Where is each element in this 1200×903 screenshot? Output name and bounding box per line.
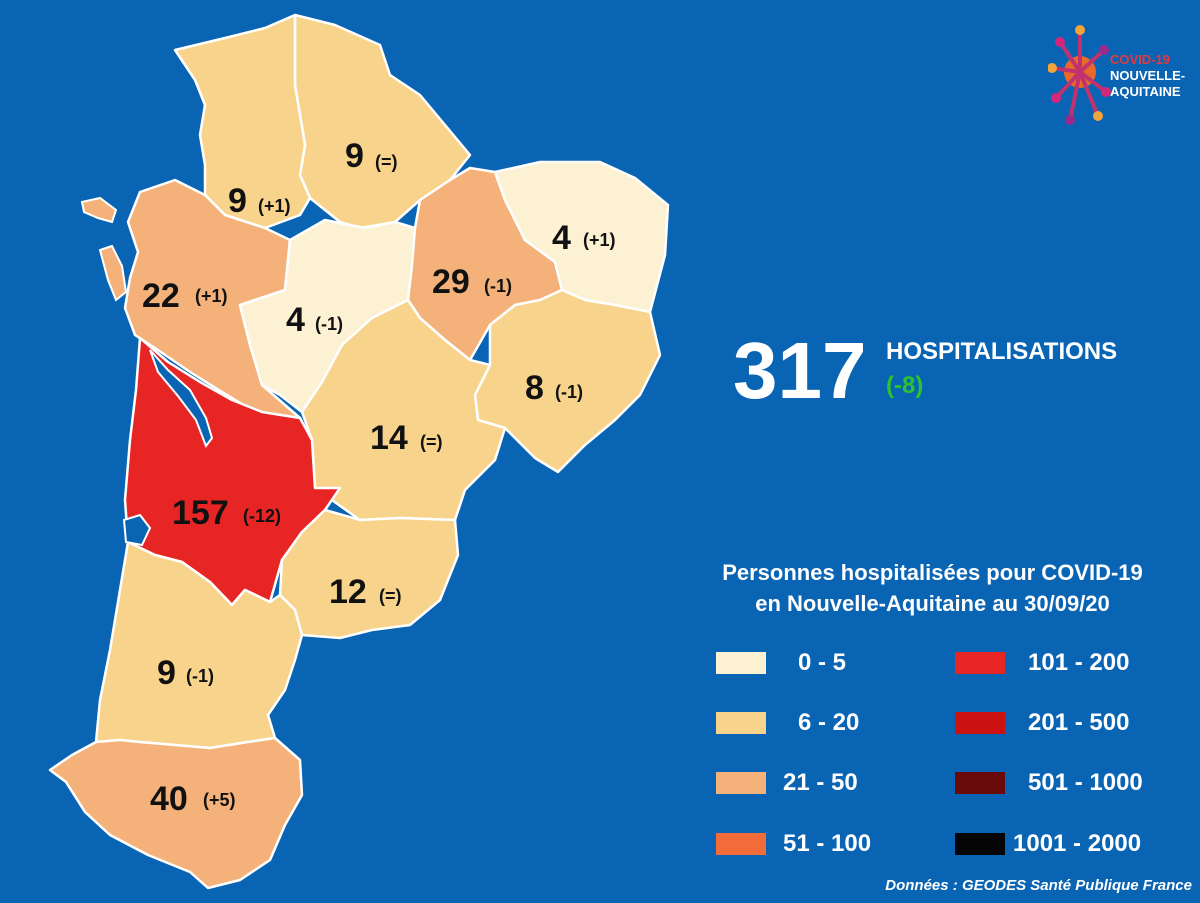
department-value-dordogne: 14 bbox=[370, 419, 408, 457]
department-change-correze: (-1) bbox=[555, 382, 583, 402]
legend-swatch bbox=[955, 712, 1005, 734]
gironde-estuary bbox=[149, 349, 214, 449]
legend-range: 501 - 1000 bbox=[1028, 769, 1143, 796]
department-landes[interactable] bbox=[94, 540, 304, 750]
legend-range: 201 - 500 bbox=[1028, 709, 1130, 736]
logo-line3: AQUITAINE bbox=[1110, 84, 1181, 99]
department-change-gironde: (-12) bbox=[243, 506, 281, 526]
legend-range: 0 - 5 bbox=[798, 649, 847, 676]
legend-range: 21 - 50 bbox=[783, 769, 858, 796]
legend-title-line2: en Nouvelle-Aquitaine au 30/09/20 bbox=[755, 591, 1110, 616]
legend-range: 101 - 200 bbox=[1028, 649, 1130, 676]
legend-swatch bbox=[955, 772, 1005, 794]
department-change-landes: (-1) bbox=[186, 666, 214, 686]
department-value-gironde: 157 bbox=[172, 494, 229, 532]
ile-d-oleron bbox=[98, 244, 128, 302]
department-correze[interactable] bbox=[473, 288, 662, 474]
department-pyrenees-atlantiques[interactable] bbox=[48, 736, 304, 890]
department-change-deux-sevres: (+1) bbox=[258, 196, 291, 216]
department-change-pyrenees-atlantiques: (+5) bbox=[203, 790, 236, 810]
department-value-landes: 9 bbox=[157, 654, 176, 692]
department-change-charente: (-1) bbox=[315, 314, 343, 334]
legend-swatch bbox=[716, 772, 766, 794]
department-value-pyrenees-atlantiques: 40 bbox=[150, 780, 188, 818]
logo-line2: NOUVELLE- bbox=[1110, 68, 1186, 83]
nouvelle-aquitaine-map: 9 (=) 9 (+1) 22 (+1) 4 (-1) 29 (-1) 4 (+1) 8 (-1) 14 (=… bbox=[48, 13, 670, 890]
total-change: (-8) bbox=[886, 372, 924, 399]
legend-swatch bbox=[955, 833, 1005, 855]
total-hospitalisations: 317 bbox=[733, 326, 867, 415]
department-change-charente-maritime: (+1) bbox=[195, 286, 228, 306]
legend-swatch bbox=[716, 833, 766, 855]
legend-swatch bbox=[716, 712, 766, 734]
department-value-charente: 4 bbox=[286, 301, 305, 339]
department-deux-sevres[interactable] bbox=[173, 13, 312, 230]
department-value-vienne: 9 bbox=[345, 137, 364, 175]
department-change-lot-et-garonne: (=) bbox=[379, 586, 402, 606]
legend-range: 51 - 100 bbox=[783, 830, 872, 857]
total-label: HOSPITALISATIONS bbox=[886, 338, 1118, 365]
legend-swatch bbox=[716, 652, 766, 674]
department-value-charente-maritime: 22 bbox=[142, 277, 180, 315]
virus-icon bbox=[1047, 25, 1111, 125]
covid-logo bbox=[1047, 20, 1188, 130]
department-change-vienne: (=) bbox=[375, 152, 398, 172]
department-change-haute-vienne: (-1) bbox=[484, 276, 512, 296]
arcachon-basin bbox=[122, 513, 152, 547]
legend-swatch bbox=[955, 652, 1005, 674]
department-value-lot-et-garonne: 12 bbox=[329, 573, 367, 611]
legend-range: 6 - 20 bbox=[798, 709, 860, 736]
logo-line1: COVID-19 bbox=[1110, 52, 1170, 67]
department-change-creuse: (+1) bbox=[583, 230, 616, 250]
legend-title: Personnes hospitalisées pour COVID-19 en… bbox=[640, 557, 1200, 619]
ile-de-re bbox=[80, 196, 118, 224]
department-change-dordogne: (=) bbox=[420, 432, 443, 452]
department-value-haute-vienne: 29 bbox=[432, 263, 470, 301]
department-lot-et-garonne[interactable] bbox=[278, 508, 460, 640]
department-value-correze: 8 bbox=[525, 369, 544, 407]
legend-range: 1001 - 2000 bbox=[1013, 830, 1142, 857]
department-value-creuse: 4 bbox=[552, 219, 571, 257]
data-source: Données : GEODES Santé Publique France bbox=[885, 877, 1192, 894]
legend-title-line1: Personnes hospitalisées pour COVID-19 bbox=[722, 560, 1143, 585]
logo-text: COVID-19 NOUVELLE- AQUITAINE bbox=[1110, 52, 1185, 100]
department-value-deux-sevres: 9 bbox=[228, 182, 247, 220]
